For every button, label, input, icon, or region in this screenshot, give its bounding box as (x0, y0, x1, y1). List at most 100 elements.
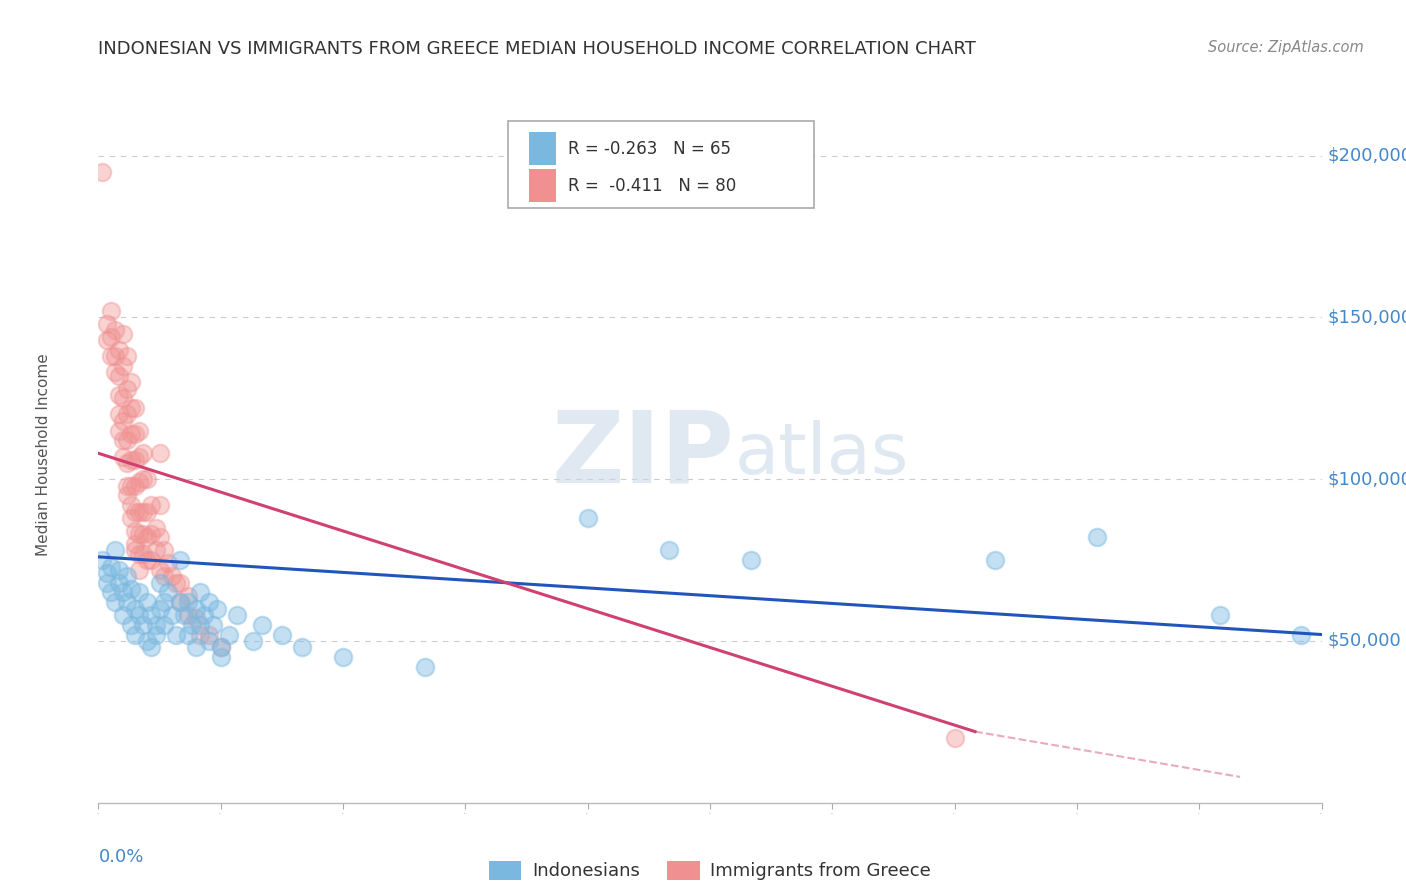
Point (141, 608, 163, 623)
Point (165, 627, 187, 641)
Point (186, 611, 208, 625)
Point (128, 450, 150, 464)
Text: R = -0.263   N = 65: R = -0.263 N = 65 (568, 140, 731, 158)
Point (141, 498, 163, 512)
Point (169, 553, 191, 567)
Point (136, 553, 159, 567)
Point (108, 424, 131, 438)
Point (120, 375, 142, 389)
Point (111, 392, 134, 406)
Point (104, 323, 127, 337)
Point (177, 627, 200, 641)
Point (740, 553, 762, 567)
Point (132, 504, 155, 518)
Point (115, 382, 138, 396)
Point (226, 608, 249, 623)
Text: 0.0%: 0.0% (98, 848, 143, 866)
Point (96, 566, 118, 580)
Point (128, 585, 150, 599)
Point (1085, 531, 1108, 545)
Point (173, 608, 195, 623)
Text: $50,000: $50,000 (1327, 632, 1402, 650)
Point (188, 627, 212, 641)
Point (111, 359, 134, 373)
Point (201, 617, 224, 632)
Point (145, 627, 167, 641)
Point (149, 563, 172, 577)
Point (145, 543, 167, 558)
Point (181, 617, 204, 632)
Point (128, 547, 150, 561)
Point (169, 595, 191, 609)
Point (132, 446, 155, 460)
Text: Source: ZipAtlas.com: Source: ZipAtlas.com (1208, 40, 1364, 55)
Point (132, 547, 155, 561)
Point (165, 575, 187, 590)
Point (197, 634, 219, 648)
Point (111, 326, 134, 341)
Point (108, 388, 131, 402)
Point (145, 617, 167, 632)
Point (91, 553, 114, 567)
Point (270, 627, 294, 641)
Point (149, 446, 172, 460)
Point (197, 627, 219, 641)
Point (1291, 627, 1313, 641)
Point (96, 575, 118, 590)
Point (120, 617, 142, 632)
Point (136, 595, 159, 609)
Point (984, 553, 1007, 567)
Point (120, 426, 142, 441)
Point (124, 401, 146, 415)
Point (156, 585, 179, 599)
Point (145, 521, 167, 535)
Point (124, 426, 146, 441)
Point (132, 472, 155, 486)
Point (120, 478, 142, 492)
Point (152, 543, 174, 558)
Point (128, 563, 150, 577)
Point (136, 634, 159, 648)
Point (1209, 608, 1232, 623)
Point (152, 617, 174, 632)
Point (209, 650, 232, 665)
Point (120, 401, 142, 415)
Point (209, 640, 232, 655)
Text: $150,000: $150,000 (1327, 309, 1406, 326)
Point (111, 450, 134, 464)
Point (186, 640, 208, 655)
Point (242, 634, 264, 648)
Point (188, 617, 212, 632)
Point (100, 349, 122, 363)
Bar (529, 169, 555, 202)
Point (100, 304, 122, 318)
Point (193, 608, 215, 623)
Point (177, 608, 200, 623)
Point (218, 627, 240, 641)
Text: ZIP: ZIP (551, 407, 734, 503)
Text: R =  -0.411   N = 80: R = -0.411 N = 80 (568, 177, 737, 194)
Point (128, 475, 150, 490)
Point (96, 317, 118, 331)
Point (111, 585, 134, 599)
Point (124, 537, 146, 551)
Point (141, 527, 163, 541)
Point (205, 601, 228, 615)
Point (136, 504, 159, 518)
Point (124, 543, 146, 558)
Point (149, 601, 172, 615)
Point (124, 504, 146, 518)
Point (177, 595, 200, 609)
Point (160, 608, 183, 623)
Point (186, 601, 208, 615)
Point (104, 595, 127, 609)
Point (160, 569, 183, 583)
Point (943, 731, 966, 745)
Point (141, 640, 163, 655)
Point (120, 511, 142, 525)
Point (413, 660, 436, 674)
FancyBboxPatch shape (508, 121, 814, 208)
Point (658, 543, 681, 558)
Point (111, 414, 134, 428)
Point (115, 434, 138, 448)
